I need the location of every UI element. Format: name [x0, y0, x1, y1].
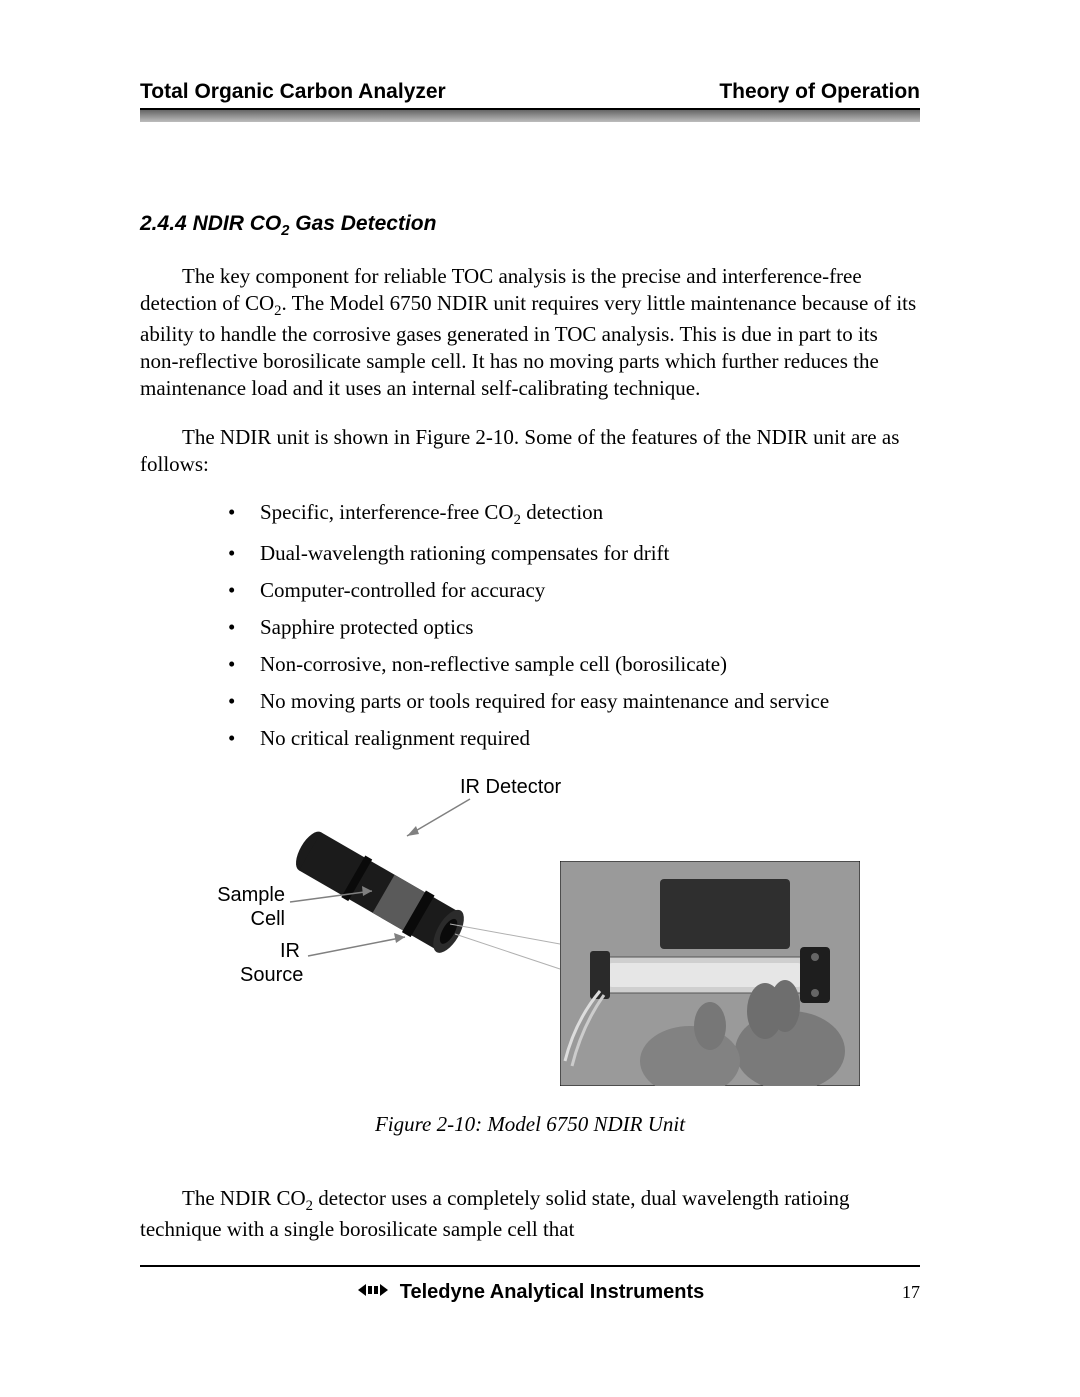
section-number: 2.4.4: [140, 212, 187, 235]
feature-list: Specific, interference-free CO2 detectio…: [228, 499, 920, 751]
figure-2-10: IR Detector Sample Cell IR Source: [140, 776, 920, 1106]
figure-caption: Figure 2-10: Model 6750 NDIR Unit: [140, 1112, 920, 1137]
section-title-pre: NDIR CO: [193, 212, 282, 235]
teledyne-logo-icon: [356, 1281, 390, 1305]
list-item: Sapphire protected optics: [228, 614, 920, 641]
paragraph-1: The key component for reliable TOC analy…: [140, 263, 920, 402]
bullet-1-a: Specific, interference-free CO: [260, 500, 514, 524]
footer-page-number: 17: [902, 1282, 920, 1303]
list-item: Non-corrosive, non-reflective sample cel…: [228, 651, 920, 678]
header-bar: [140, 108, 920, 122]
ndir-photo: [560, 861, 860, 1086]
paragraph-3-a: The NDIR CO: [182, 1186, 306, 1210]
paragraph-3-sub: 2: [306, 1198, 313, 1214]
list-item: Specific, interference-free CO2 detectio…: [228, 499, 920, 530]
list-item: No moving parts or tools required for ea…: [228, 688, 920, 715]
page-header: Total Organic Carbon Analyzer Theory of …: [140, 80, 920, 104]
bullet-1-sub: 2: [514, 513, 521, 529]
header-left: Total Organic Carbon Analyzer: [140, 80, 446, 104]
bullet-1-b: detection: [521, 500, 603, 524]
list-item: Dual-wavelength rationing compensates fo…: [228, 540, 920, 567]
footer-company: Teledyne Analytical Instruments: [400, 1281, 705, 1304]
paragraph-3: The NDIR CO2 detector uses a completely …: [140, 1185, 920, 1243]
list-item: Computer-controlled for accuracy: [228, 577, 920, 604]
list-item: No critical realignment required: [228, 725, 920, 752]
ndir-diagram: [260, 794, 570, 1014]
document-page: Total Organic Carbon Analyzer Theory of …: [140, 80, 920, 1305]
page-footer: Teledyne Analytical Instruments 17: [140, 1281, 920, 1305]
paragraph-2: The NDIR unit is shown in Figure 2-10. S…: [140, 424, 920, 478]
section-title-post: Gas Detection: [289, 212, 436, 235]
section-heading: 2.4.4 NDIR CO2 Gas Detection: [140, 212, 920, 239]
footer-rule: [140, 1265, 920, 1267]
header-right: Theory of Operation: [719, 80, 920, 104]
